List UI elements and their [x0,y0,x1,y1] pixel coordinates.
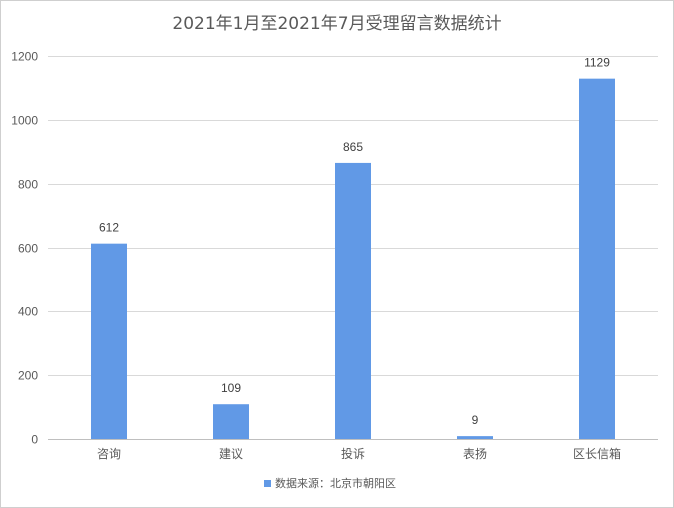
category-label: 投诉 [341,446,365,461]
x-axis-categories: 咨询 建议 投诉 表扬 区长信箱 [97,446,621,461]
bars [91,78,615,440]
data-label: 1129 [584,56,610,70]
y-tick-label: 600 [18,242,38,256]
bar [457,436,493,439]
category-label: 区长信箱 [573,446,621,461]
chart-title: 2021年1月至2021年7月受理留言数据统计 [172,14,501,34]
y-tick-label: 1000 [11,114,38,128]
bar [213,404,249,439]
bar [91,243,127,439]
y-tick-label: 800 [18,178,38,192]
legend-swatch [264,480,271,487]
y-tick-label: 0 [31,433,38,447]
legend-label: 数据来源：北京市朝阳区 [275,476,396,490]
data-label: 9 [472,413,479,427]
data-label: 109 [221,381,241,395]
category-label: 表扬 [463,446,487,461]
data-labels: 612 109 865 9 1129 [99,56,610,427]
data-label: 865 [343,140,363,154]
category-label: 咨询 [97,446,121,461]
legend: 数据来源：北京市朝阳区 [264,476,396,490]
y-axis-ticks: 0 200 400 600 800 1000 1200 [11,50,38,447]
category-label: 建议 [219,447,243,461]
y-tick-label: 200 [18,369,38,383]
data-label: 612 [99,221,119,235]
y-tick-label: 1200 [11,50,38,64]
bar [579,78,615,440]
bar [335,162,371,439]
y-tick-label: 400 [18,305,38,319]
